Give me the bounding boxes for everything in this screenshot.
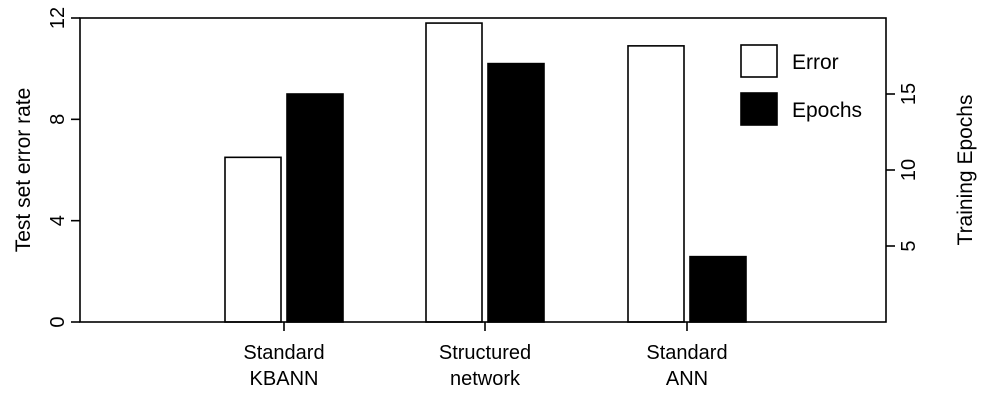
bar-error-2 bbox=[627, 45, 685, 323]
left-tick-label-0: 0 bbox=[47, 316, 69, 327]
left-tick-label-12: 12 bbox=[47, 7, 69, 29]
bar-epochs-1 bbox=[487, 62, 545, 323]
bar-epochs-2 bbox=[689, 255, 747, 323]
x-tick-label-1-0: Structured bbox=[439, 342, 531, 364]
x-tick-label-1-1: network bbox=[450, 368, 521, 390]
x-tick-label-0-1: KBANN bbox=[250, 368, 319, 390]
right-tick-label-10: 10 bbox=[898, 159, 920, 181]
x-tick-label-0-0: Standard bbox=[243, 342, 324, 364]
left-tick-label-4: 4 bbox=[47, 215, 69, 226]
x-tick-label-2-1: ANN bbox=[666, 368, 708, 390]
left-axis-label: Test set error rate bbox=[12, 88, 35, 253]
left-y-axis: 0 4 8 12 bbox=[47, 7, 80, 328]
bars-group bbox=[224, 22, 747, 323]
legend-swatch-error bbox=[740, 44, 778, 78]
bar-epochs-0 bbox=[286, 93, 344, 323]
right-y-axis: 5 10 15 bbox=[886, 83, 920, 252]
bar-error-1 bbox=[425, 22, 483, 323]
legend: Error Epochs bbox=[740, 44, 862, 126]
right-tick-label-15: 15 bbox=[898, 83, 920, 105]
bar-error-0 bbox=[224, 156, 282, 323]
left-tick-label-8: 8 bbox=[47, 114, 69, 125]
legend-label-error: Error bbox=[792, 51, 839, 74]
x-axis: Standard KBANN Structured network Standard AN… bbox=[243, 322, 728, 390]
right-axis-label: Training Epochs bbox=[954, 95, 977, 246]
right-tick-label-5: 5 bbox=[898, 240, 920, 251]
legend-swatch-epochs bbox=[740, 92, 778, 126]
x-tick-label-2-0: Standard bbox=[646, 342, 727, 364]
legend-label-epochs: Epochs bbox=[792, 99, 862, 122]
